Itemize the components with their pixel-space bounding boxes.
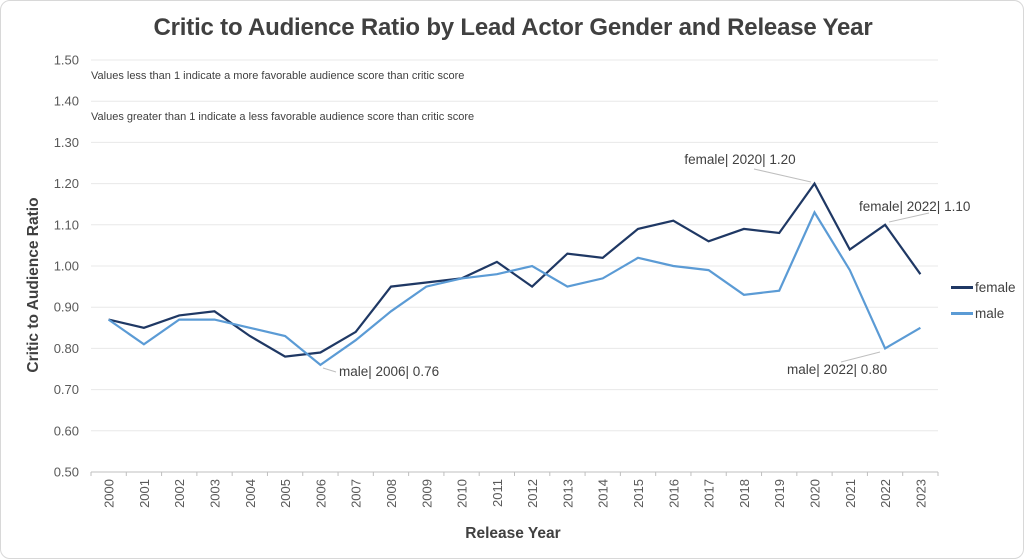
- annotation-label: female| 2022| 1.10: [859, 199, 970, 214]
- y-tick-label: 1.00: [54, 259, 79, 274]
- annotation-label: male| 2022| 0.80: [787, 362, 887, 377]
- x-tick-label: 2003: [208, 479, 223, 508]
- x-tick-label: 2007: [349, 479, 364, 508]
- annotation-leader-line: [753, 168, 812, 183]
- note-values-greater-than-1: Values greater than 1 indicate a less fa…: [91, 111, 475, 123]
- annotation-leader-line: [840, 351, 881, 363]
- annotation-label: female| 2020| 1.20: [684, 152, 795, 167]
- x-tick-label: 2018: [737, 479, 752, 508]
- y-tick-label: 0.50: [54, 465, 79, 480]
- annotation-male-2022: male| 2022| 0.80: [787, 351, 887, 377]
- x-tick-label: 2020: [807, 479, 822, 508]
- legend-item-female: female: [951, 280, 1016, 295]
- x-tick-label: 2002: [172, 479, 187, 508]
- annotation-female-2020: female| 2020| 1.20: [684, 152, 812, 183]
- y-tick-label: 0.60: [54, 423, 79, 438]
- legend-label-female: female: [975, 280, 1016, 295]
- x-tick-label: 2009: [419, 479, 434, 508]
- y-tick-label: 0.80: [54, 341, 79, 356]
- y-tick-label: 0.70: [54, 382, 79, 397]
- note-values-less-than-1: Values less than 1 indicate a more favor…: [91, 70, 465, 82]
- legend-line-female: [951, 286, 973, 289]
- legend-line-male: [951, 312, 973, 315]
- y-tick-label: 1.40: [54, 94, 79, 109]
- female-line: [108, 181, 922, 358]
- x-tick-label: 2014: [596, 479, 611, 508]
- x-axis-title: Release Year: [465, 525, 561, 542]
- x-tick-label: 2000: [102, 479, 117, 508]
- x-tick-label: 2013: [560, 479, 575, 508]
- y-tick-labels: 1.50 1.40 1.30 1.20 1.10 1.00 0.90 0.80 0.70 0.60…: [54, 53, 79, 480]
- legend-item-male: male: [951, 306, 1016, 321]
- x-tick-label: 2021: [843, 479, 858, 508]
- annotation-leader-line: [322, 367, 337, 373]
- chart-title: Critic to Audience Ratio by Lead Actor G…: [153, 14, 873, 41]
- x-tick-label: 2012: [525, 479, 540, 508]
- y-tick-label: 1.30: [54, 135, 79, 150]
- x-tick-label: 2006: [313, 479, 328, 508]
- x-tick-label: 2001: [137, 479, 152, 508]
- x-tick-label: 2008: [384, 479, 399, 508]
- y-tick-label: 0.90: [54, 300, 79, 315]
- annotation-male-2006: male| 2006| 0.76: [322, 364, 439, 379]
- x-tick-label: 2022: [878, 479, 893, 508]
- annotation-leader-line: [888, 212, 930, 223]
- x-tick-label: 2016: [666, 479, 681, 508]
- x-tick-label: 2010: [455, 479, 470, 508]
- annotations: male| 2006| 0.76 female| 2020| 1.20 female…: [322, 152, 970, 379]
- x-tick-label: 2005: [278, 479, 293, 508]
- legend-label-male: male: [975, 306, 1005, 321]
- legend: female male: [951, 280, 1016, 321]
- x-tick-label: 2004: [243, 479, 258, 508]
- male-line: [107, 210, 921, 367]
- x-tick-label: 2011: [490, 479, 505, 507]
- y-tick-label: 1.10: [54, 217, 79, 232]
- x-tick-label: 2015: [631, 479, 646, 508]
- gridlines: [91, 59, 938, 432]
- x-tick-label: 2023: [913, 479, 928, 508]
- x-tick-label: 2017: [702, 479, 717, 508]
- y-tick-label: 1.50: [54, 53, 79, 68]
- y-tick-label: 1.20: [54, 176, 79, 191]
- annotation-label: male| 2006| 0.76: [339, 364, 439, 379]
- x-tick-labels: 2000 2001 2002 2003 2004 2005 2006 2007 2008 2009…: [102, 479, 929, 508]
- annotation-female-2022: female| 2022| 1.10: [859, 199, 970, 223]
- series-lines: [107, 181, 922, 367]
- x-tick-label: 2019: [772, 479, 787, 508]
- x-axis: [90, 471, 939, 476]
